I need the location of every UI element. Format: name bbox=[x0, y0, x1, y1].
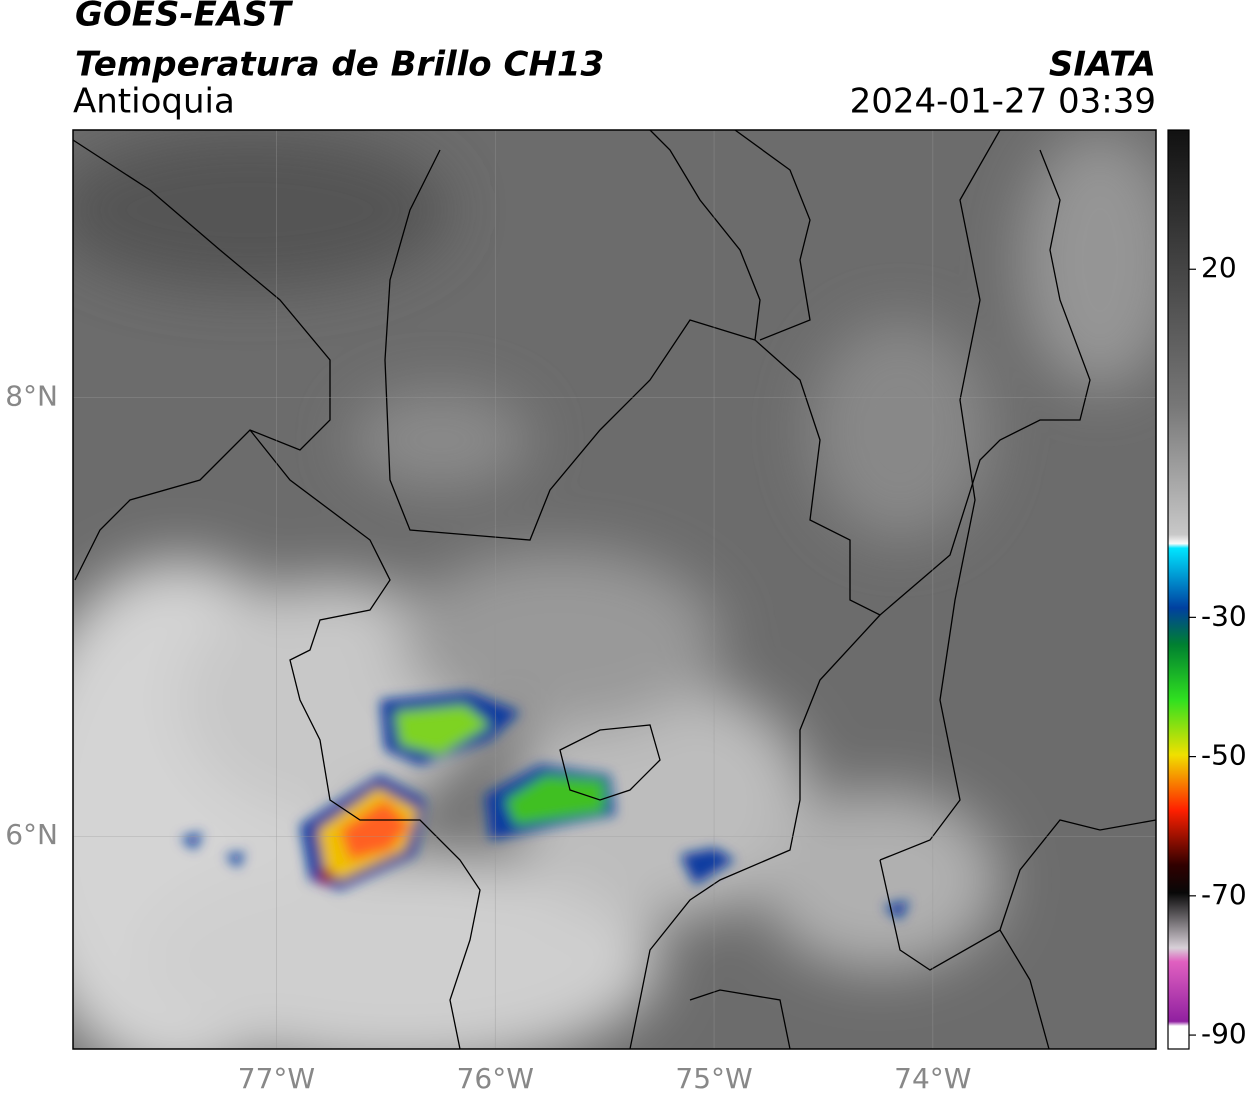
boundaries bbox=[73, 130, 1156, 1049]
lat-tick-label: 8°N bbox=[5, 380, 58, 413]
lon-tick-label: 76°W bbox=[457, 1062, 534, 1095]
cold-cloud-tops bbox=[180, 692, 910, 920]
lat-tick-label: 6°N bbox=[5, 818, 58, 851]
colorbar-tick-label: -50 bbox=[1201, 739, 1247, 772]
colorbar bbox=[1167, 129, 1190, 1050]
map-image bbox=[73, 130, 1156, 1049]
colorbar-tick-label: -70 bbox=[1201, 878, 1247, 911]
colorbar-tick-label: 20 bbox=[1201, 251, 1237, 284]
datetime: 2024-01-27 03:39 bbox=[850, 82, 1156, 122]
map-frame bbox=[72, 129, 1157, 1050]
region: Antioquia bbox=[73, 82, 235, 122]
colorbar-tick-label: -30 bbox=[1201, 599, 1247, 632]
grid bbox=[73, 130, 1156, 1049]
source: SIATA bbox=[1049, 45, 1156, 85]
subtitle: Temperatura de Brillo CH13 bbox=[75, 45, 604, 85]
lon-tick-label: 77°W bbox=[238, 1062, 315, 1095]
colorbar-tick-label: -90 bbox=[1201, 1017, 1247, 1050]
lon-tick-label: 75°W bbox=[675, 1062, 752, 1095]
title: GOES-EAST bbox=[75, 0, 294, 35]
lon-tick-label: 74°W bbox=[894, 1062, 971, 1095]
